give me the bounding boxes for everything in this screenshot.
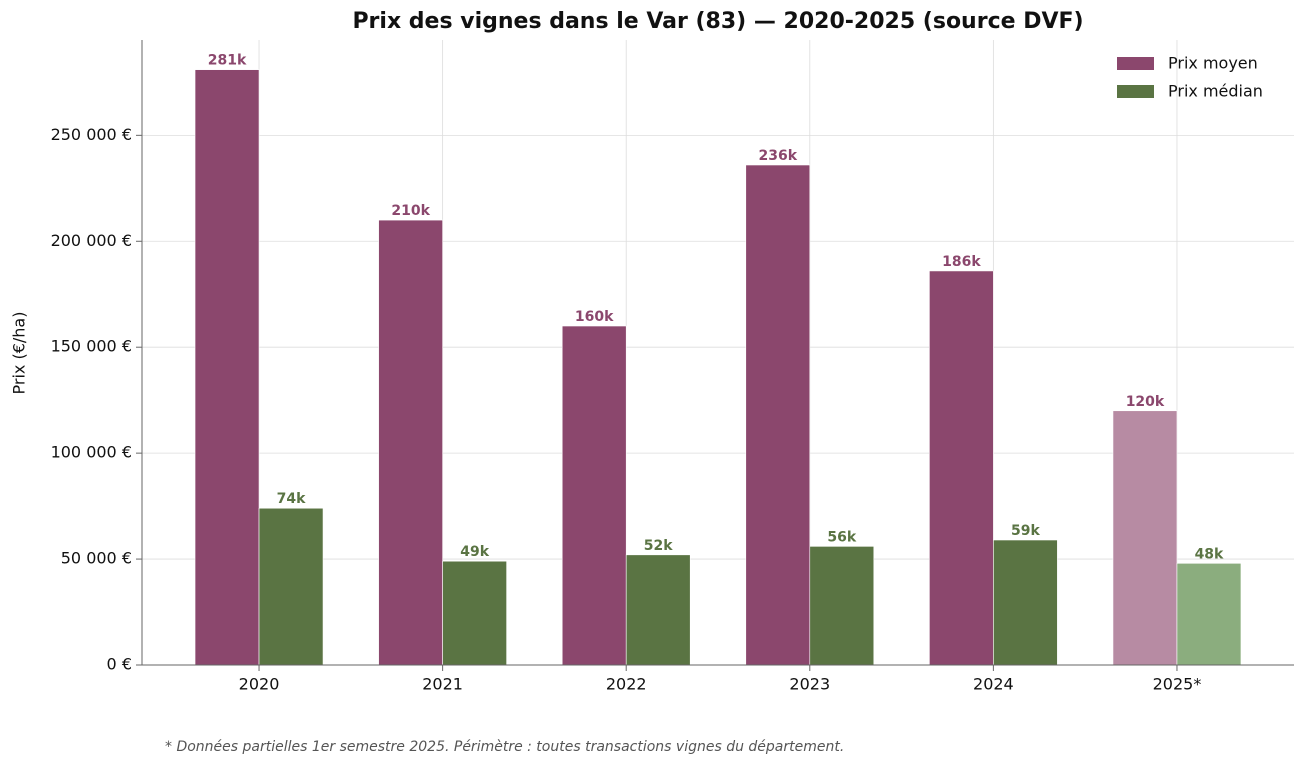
- value-label: 59k: [1011, 523, 1040, 539]
- value-label: 160k: [575, 309, 614, 325]
- value-label: 52k: [644, 538, 673, 554]
- bar: [1112, 410, 1178, 666]
- bar: [378, 219, 443, 666]
- value-label: 210k: [391, 203, 430, 219]
- y-axis-label: Prix (€/ha): [10, 312, 29, 395]
- bar: [258, 507, 324, 666]
- bar: [442, 560, 507, 666]
- bar: [625, 554, 691, 666]
- bar: [993, 539, 1058, 666]
- footnote: * Données partielles 1er semestre 2025. …: [165, 739, 844, 755]
- bar: [929, 270, 994, 666]
- value-label: 120k: [1126, 394, 1165, 410]
- bar: [745, 164, 811, 666]
- bar: [561, 325, 627, 666]
- legend-swatch: [1117, 57, 1154, 70]
- x-tick-label: 2022: [606, 675, 647, 694]
- y-tick-label: 150 000 €: [51, 337, 132, 356]
- x-tick-label: 2020: [239, 675, 280, 694]
- legend-swatch: [1117, 85, 1154, 98]
- value-label: 49k: [460, 544, 489, 560]
- chart-title: Prix des vignes dans le Var (83) — 2020-…: [352, 9, 1083, 34]
- value-label: 186k: [942, 254, 981, 270]
- value-label: 74k: [277, 491, 306, 507]
- value-label: 56k: [827, 529, 856, 545]
- bar: [194, 69, 260, 666]
- y-tick-label: 0 €: [107, 655, 132, 674]
- x-tick-label: 2021: [422, 675, 463, 694]
- value-label: 236k: [759, 148, 798, 164]
- legend-label: Prix moyen: [1168, 54, 1258, 73]
- y-tick-label: 100 000 €: [51, 443, 132, 462]
- y-tick-label: 50 000 €: [61, 549, 132, 568]
- x-tick-label: 2025*: [1153, 675, 1202, 694]
- bar: [809, 546, 875, 666]
- x-tick-label: 2023: [789, 675, 830, 694]
- y-tick-label: 200 000 €: [51, 231, 132, 250]
- bar: [1176, 563, 1242, 666]
- legend-label: Prix médian: [1168, 82, 1263, 101]
- y-tick-label: 250 000 €: [51, 125, 132, 144]
- value-label: 281k: [208, 53, 247, 69]
- x-tick-label: 2024: [973, 675, 1014, 694]
- value-label: 48k: [1195, 546, 1224, 562]
